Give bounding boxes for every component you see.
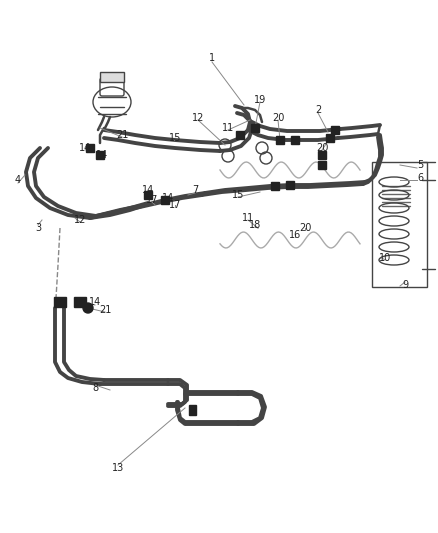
Bar bbox=[188, 405, 195, 415]
Text: 17: 17 bbox=[169, 200, 181, 210]
Text: 14: 14 bbox=[96, 150, 108, 160]
Text: 15: 15 bbox=[232, 190, 244, 200]
Text: 11: 11 bbox=[242, 213, 254, 223]
Bar bbox=[74, 297, 86, 307]
Text: 14: 14 bbox=[142, 185, 154, 195]
Text: 17: 17 bbox=[146, 195, 158, 205]
Text: 12: 12 bbox=[74, 215, 86, 225]
Bar bbox=[326, 134, 334, 142]
Bar bbox=[161, 196, 169, 204]
Text: 21: 21 bbox=[99, 305, 111, 315]
Bar bbox=[276, 136, 284, 144]
Text: 7: 7 bbox=[192, 185, 198, 195]
Bar bbox=[318, 151, 326, 159]
Text: 20: 20 bbox=[316, 143, 328, 153]
Text: 9: 9 bbox=[402, 280, 408, 290]
Text: 8: 8 bbox=[92, 383, 98, 393]
Bar bbox=[144, 191, 152, 199]
Bar bbox=[291, 136, 299, 144]
Text: 2: 2 bbox=[315, 105, 321, 115]
Text: 12: 12 bbox=[192, 113, 204, 123]
Bar bbox=[100, 72, 124, 82]
Bar bbox=[286, 181, 294, 189]
Text: 18: 18 bbox=[249, 220, 261, 230]
Bar bbox=[331, 126, 339, 134]
Text: 10: 10 bbox=[379, 253, 391, 263]
Bar bbox=[372, 162, 427, 287]
Bar bbox=[236, 131, 244, 139]
Text: 6: 6 bbox=[417, 173, 423, 183]
Text: 14: 14 bbox=[54, 297, 66, 307]
Bar bbox=[96, 151, 104, 159]
Text: 19: 19 bbox=[254, 95, 266, 105]
Text: 5: 5 bbox=[417, 160, 423, 170]
Text: 20: 20 bbox=[272, 113, 284, 123]
Bar bbox=[54, 297, 66, 307]
Text: 3: 3 bbox=[35, 223, 41, 233]
Text: 14: 14 bbox=[89, 297, 101, 307]
Text: 16: 16 bbox=[289, 230, 301, 240]
Bar bbox=[318, 161, 326, 169]
Text: 14: 14 bbox=[162, 193, 174, 203]
Text: 13: 13 bbox=[112, 463, 124, 473]
Circle shape bbox=[83, 303, 93, 313]
Text: 20: 20 bbox=[299, 223, 311, 233]
Bar bbox=[271, 182, 279, 190]
Bar bbox=[86, 144, 94, 152]
Text: 11: 11 bbox=[222, 123, 234, 133]
Text: 21: 21 bbox=[116, 130, 128, 140]
Text: 15: 15 bbox=[169, 133, 181, 143]
Text: 1: 1 bbox=[209, 53, 215, 63]
Bar bbox=[251, 124, 259, 132]
Text: 4: 4 bbox=[15, 175, 21, 185]
Text: 14: 14 bbox=[79, 143, 91, 153]
